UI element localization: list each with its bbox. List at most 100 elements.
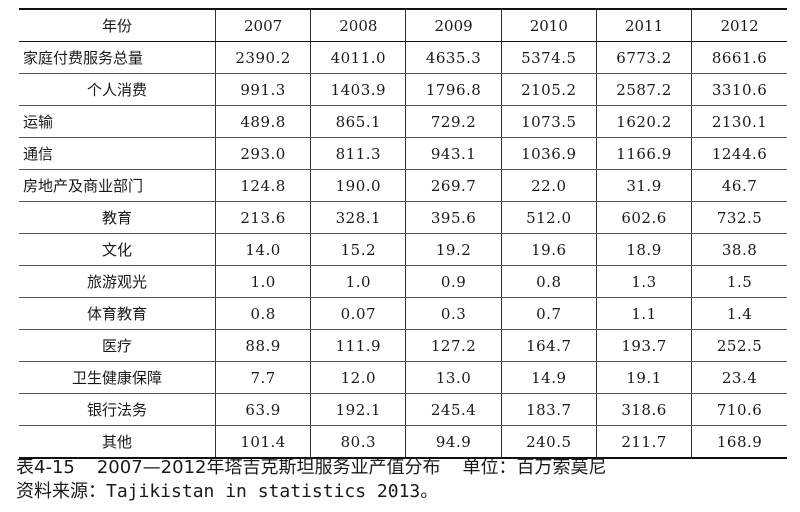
value-cell: 80.3 — [310, 425, 407, 459]
value-cell: 489.8 — [214, 105, 312, 138]
value-cell: 14.9 — [500, 361, 597, 394]
value-cell: 13.0 — [405, 361, 502, 394]
value-cell: 168.9 — [691, 425, 787, 459]
data-table-container: 年份 2007 2008 2009 2010 2011 2012 家庭付费服务总… — [19, 8, 787, 459]
value-cell: 94.9 — [405, 425, 502, 459]
table-title: 2007—2012年塔吉克斯坦服务业产值分布 — [96, 457, 441, 478]
value-cell: 193.7 — [595, 329, 693, 362]
row-label-cell: 运输 — [19, 105, 216, 138]
table-header-row: 年份 2007 2008 2009 2010 2011 2012 — [19, 8, 787, 42]
value-cell: 6773.2 — [595, 41, 693, 74]
header-cell: 2009 — [405, 8, 502, 42]
row-label-cell: 其他 — [19, 425, 216, 459]
table-number: 表4-15 — [16, 457, 75, 478]
value-cell: 211.7 — [595, 425, 693, 459]
value-cell: 19.1 — [595, 361, 693, 394]
table-row: 通信 293.0 811.3 943.1 1036.9 1166.9 1244.6 — [19, 137, 787, 170]
row-label-cell: 体育教育 — [19, 297, 216, 330]
value-cell: 245.4 — [405, 393, 502, 426]
value-cell: 1.0 — [214, 265, 312, 298]
row-label-cell: 银行法务 — [19, 393, 216, 426]
table-row: 文化 14.0 15.2 19.2 19.6 18.9 38.8 — [19, 233, 787, 266]
table-row: 家庭付费服务总量 2390.2 4011.0 4635.3 5374.5 6773.2 86… — [19, 41, 787, 74]
table-row: 其他 101.4 80.3 94.9 240.5 211.7 168.9 — [19, 425, 787, 459]
value-cell: 12.0 — [310, 361, 407, 394]
value-cell: 865.1 — [310, 105, 407, 138]
value-cell: 1.5 — [691, 265, 787, 298]
value-cell: 46.7 — [691, 169, 787, 202]
value-cell: 1244.6 — [691, 137, 787, 170]
value-cell: 63.9 — [214, 393, 312, 426]
value-cell: 1166.9 — [595, 137, 693, 170]
header-cell-year: 年份 — [19, 8, 216, 42]
value-cell: 1620.2 — [595, 105, 693, 138]
value-cell: 0.3 — [405, 297, 502, 330]
value-cell: 0.7 — [500, 297, 597, 330]
table-row: 银行法务 63.9 192.1 245.4 183.7 318.6 710.6 — [19, 393, 787, 426]
value-cell: 192.1 — [310, 393, 407, 426]
header-cell: 2010 — [500, 8, 597, 42]
table-row: 体育教育 0.8 0.07 0.3 0.7 1.1 1.4 — [19, 297, 787, 330]
table-row: 医疗 88.9 111.9 127.2 164.7 193.7 252.5 — [19, 329, 787, 362]
value-cell: 1796.8 — [405, 73, 502, 106]
value-cell: 4011.0 — [310, 41, 407, 74]
table-row: 卫生健康保障 7.7 12.0 13.0 14.9 19.1 23.4 — [19, 361, 787, 394]
value-cell: 7.7 — [214, 361, 312, 394]
value-cell: 127.2 — [405, 329, 502, 362]
value-cell: 395.6 — [405, 201, 502, 234]
value-cell: 2587.2 — [595, 73, 693, 106]
value-cell: 101.4 — [214, 425, 312, 459]
value-cell: 811.3 — [310, 137, 407, 170]
value-cell: 0.9 — [405, 265, 502, 298]
value-cell: 23.4 — [691, 361, 787, 394]
value-cell: 1403.9 — [310, 73, 407, 106]
service-output-table: 年份 2007 2008 2009 2010 2011 2012 家庭付费服务总… — [19, 8, 787, 459]
value-cell: 991.3 — [214, 73, 312, 106]
row-label-cell: 房地产及商业部门 — [19, 169, 216, 202]
value-cell: 3310.6 — [691, 73, 787, 106]
value-cell: 240.5 — [500, 425, 597, 459]
value-cell: 38.8 — [691, 233, 787, 266]
table-row: 个人消费 991.3 1403.9 1796.8 2105.2 2587.2 3310.6 — [19, 73, 787, 106]
source-end: 。 — [420, 481, 439, 502]
table-row: 房地产及商业部门 124.8 190.0 269.7 22.0 31.9 46.7 — [19, 169, 787, 202]
value-cell: 0.8 — [500, 265, 597, 298]
value-cell: 8661.6 — [691, 41, 787, 74]
value-cell: 252.5 — [691, 329, 787, 362]
header-cell: 2008 — [310, 8, 407, 42]
value-cell: 19.6 — [500, 233, 597, 266]
value-cell: 1.1 — [595, 297, 693, 330]
value-cell: 14.0 — [214, 233, 312, 266]
value-cell: 1.3 — [595, 265, 693, 298]
row-label-cell: 文化 — [19, 233, 216, 266]
value-cell: 111.9 — [310, 329, 407, 362]
value-cell: 1073.5 — [500, 105, 597, 138]
row-label-cell: 通信 — [19, 137, 216, 170]
table-caption: 表4-15 2007—2012年塔吉克斯坦服务业产值分布 单位：百万索莫尼 资料来源… — [16, 456, 796, 504]
row-label-cell: 个人消费 — [19, 73, 216, 106]
table-row: 教育 213.6 328.1 395.6 512.0 602.6 732.5 — [19, 201, 787, 234]
table-body: 家庭付费服务总量 2390.2 4011.0 4635.3 5374.5 6773.2 86… — [19, 41, 787, 459]
value-cell: 1.4 — [691, 297, 787, 330]
value-cell: 88.9 — [214, 329, 312, 362]
value-cell: 213.6 — [214, 201, 312, 234]
value-cell: 2130.1 — [691, 105, 787, 138]
value-cell: 943.1 — [405, 137, 502, 170]
unit-label: 单位：百万索莫尼 — [462, 457, 607, 478]
source-text: Tajikistan in statistics 2013 — [106, 481, 421, 502]
value-cell: 2105.2 — [500, 73, 597, 106]
value-cell: 732.5 — [691, 201, 787, 234]
row-label-cell: 家庭付费服务总量 — [19, 41, 216, 74]
value-cell: 0.07 — [310, 297, 407, 330]
value-cell: 183.7 — [500, 393, 597, 426]
value-cell: 512.0 — [500, 201, 597, 234]
value-cell: 18.9 — [595, 233, 693, 266]
value-cell: 164.7 — [500, 329, 597, 362]
value-cell: 1036.9 — [500, 137, 597, 170]
row-label-cell: 教育 — [19, 201, 216, 234]
header-cell: 2012 — [691, 8, 787, 42]
value-cell: 710.6 — [691, 393, 787, 426]
value-cell: 602.6 — [595, 201, 693, 234]
header-cell: 2011 — [595, 8, 693, 42]
value-cell: 19.2 — [405, 233, 502, 266]
